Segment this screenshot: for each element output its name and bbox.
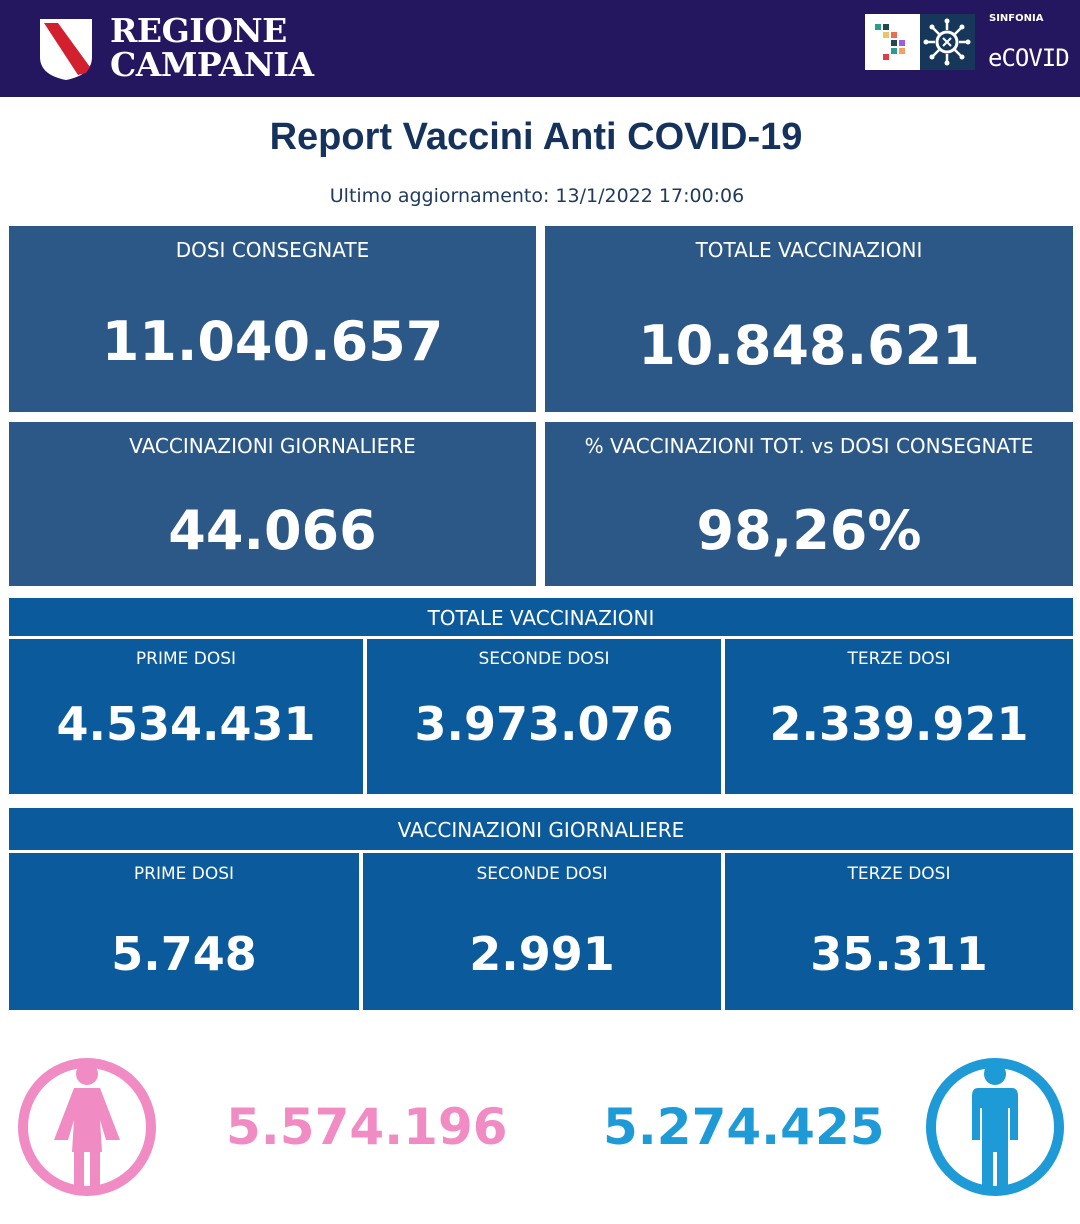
male-vaccinations-value: 5.274.425 — [603, 1098, 885, 1156]
card-percentuale: % VACCINAZIONI TOT. vs DOSI CONSEGNATE 9… — [545, 422, 1073, 586]
region-line-1: REGIONE — [110, 11, 287, 50]
card-value: 98,26% — [696, 499, 922, 562]
cell-value: 4.534.431 — [56, 697, 316, 751]
region-line-2: CAMPANIA — [110, 45, 314, 84]
card-value: 11.040.657 — [101, 310, 444, 373]
card-label: TOTALE VACCINAZIONI — [695, 238, 923, 262]
cell-value: 5.748 — [111, 927, 257, 981]
card-value: 10.848.621 — [638, 314, 980, 377]
card-label: VACCINAZIONI GIORNALIERE — [129, 434, 416, 458]
female-vaccinations-value: 5.574.196 — [226, 1098, 508, 1156]
card-label: % VACCINAZIONI TOT. vs DOSI CONSEGNATE — [584, 434, 1034, 458]
cell-value: 2.339.921 — [769, 697, 1029, 751]
male-person-icon — [926, 1058, 1064, 1196]
cell-value: 2.991 — [469, 927, 615, 981]
totale-prime-dosi: PRIME DOSI 4.534.431 — [9, 639, 363, 794]
card-value: 44.066 — [168, 499, 377, 562]
vaccinazioni-giornaliere-header: VACCINAZIONI GIORNALIERE — [9, 808, 1073, 850]
totale-seconde-dosi: SECONDE DOSI 3.973.076 — [367, 639, 721, 794]
cell-label: SECONDE DOSI — [476, 864, 608, 884]
sinfonia-squares-icon — [875, 24, 905, 60]
female-person-icon — [18, 1058, 156, 1196]
giornaliere-prime-dosi: PRIME DOSI 5.748 — [9, 853, 359, 1010]
card-totale-vaccinazioni: TOTALE VACCINAZIONI 10.848.621 — [545, 226, 1073, 412]
totale-vaccinazioni-header: TOTALE VACCINAZIONI — [9, 598, 1073, 636]
cell-label: SECONDE DOSI — [478, 649, 610, 669]
card-label: DOSI CONSEGNATE — [175, 238, 370, 262]
page-title: Report Vaccini Anti COVID-19 — [269, 116, 803, 158]
cell-label: TERZE DOSI — [847, 864, 951, 884]
virus-icon — [923, 18, 971, 66]
brand-small-label: SINFONIA — [989, 13, 1044, 24]
giornaliere-seconde-dosi: SECONDE DOSI 2.991 — [363, 853, 721, 1010]
virus-logo — [920, 14, 975, 70]
region-logo-text: REGIONE CAMPANIA — [110, 14, 314, 82]
top-header: REGIONE CAMPANIA — [0, 0, 1080, 97]
giornaliere-terze-dosi: TERZE DOSI 35.311 — [725, 853, 1073, 1010]
card-dosi-consegnate: DOSI CONSEGNATE 11.040.657 — [9, 226, 536, 412]
cell-value: 3.973.076 — [414, 697, 674, 751]
sinfonia-logo — [865, 14, 975, 70]
cell-label: PRIME DOSI — [135, 649, 237, 669]
card-vaccinazioni-giornaliere: VACCINAZIONI GIORNALIERE 44.066 — [9, 422, 536, 586]
last-updated-text: Ultimo aggiornamento: 13/1/2022 17:00:06 — [329, 185, 745, 207]
regione-campania-crest-icon — [40, 19, 92, 80]
totale-terze-dosi: TERZE DOSI 2.339.921 — [725, 639, 1073, 794]
cell-label: TERZE DOSI — [847, 649, 951, 669]
brand-name: eCOVID — [988, 44, 1070, 72]
cell-label: PRIME DOSI — [133, 864, 235, 884]
cell-value: 35.311 — [810, 927, 988, 981]
